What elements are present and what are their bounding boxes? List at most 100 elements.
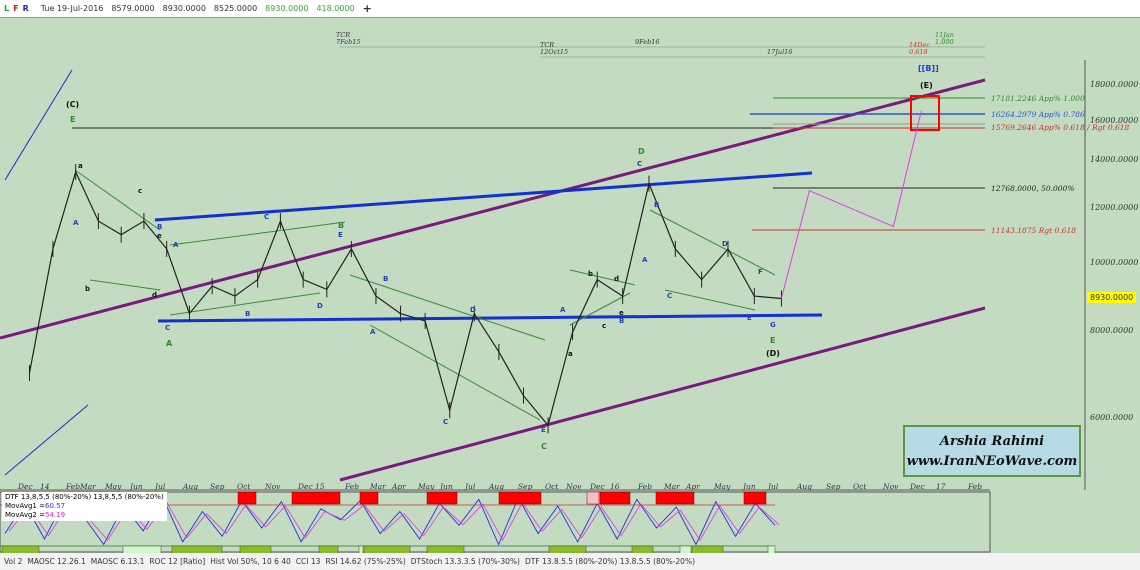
channel-upper-line[interactable] bbox=[0, 78, 986, 340]
time-tick: Mar bbox=[79, 482, 96, 491]
indicator-legend: DTF 13,8,5,5 (80%-20%) 13,8,5,5 (80%-20%… bbox=[2, 492, 167, 521]
wave-label: d bbox=[614, 275, 619, 283]
wave-label: c bbox=[602, 322, 606, 330]
quote-date: Tue 19-Jul-2016 bbox=[40, 4, 104, 13]
wave-channel-lines bbox=[74, 169, 776, 421]
oversold-zones-light bbox=[122, 545, 776, 553]
indicator-tab[interactable]: DTStoch 13.3.3.5 (70%-30%) bbox=[410, 557, 520, 566]
time-tick: Sep bbox=[518, 482, 533, 491]
add-button[interactable]: + bbox=[362, 2, 372, 15]
time-tick: Oct bbox=[853, 482, 867, 491]
wave-label: G bbox=[770, 321, 776, 329]
time-tick: Apr bbox=[391, 482, 406, 491]
time-tick: Dec bbox=[589, 482, 605, 491]
indicator-tab[interactable]: Hist Vol 50%, 10 6 40 bbox=[210, 557, 291, 566]
wave-label: e bbox=[157, 232, 162, 240]
time-tick: Sep bbox=[210, 482, 225, 491]
overbought-zones bbox=[69, 491, 767, 505]
time-marker-label: 17Jul16 bbox=[767, 48, 792, 56]
wave-label: B bbox=[338, 221, 344, 230]
wave-label: B bbox=[245, 310, 250, 318]
channel-lower-line[interactable] bbox=[339, 306, 986, 482]
wave-label: e bbox=[619, 309, 624, 317]
wave-label: D bbox=[722, 240, 728, 248]
ma1-label: MovAvg1 = bbox=[5, 502, 45, 510]
time-tick: Aug bbox=[488, 482, 504, 491]
wave-label: E bbox=[338, 231, 343, 239]
wave-label: D bbox=[470, 306, 476, 314]
blue-trendline-upper[interactable] bbox=[154, 171, 813, 222]
price-tick: 12000.0000 bbox=[1090, 203, 1138, 212]
wave-label: (E) bbox=[920, 81, 933, 90]
time-tick: Dec bbox=[909, 482, 925, 491]
indicator-tab[interactable]: Vol 2 bbox=[4, 557, 23, 566]
time-tick: Feb bbox=[344, 482, 359, 491]
watermark-name: Arshia Rahimi bbox=[939, 434, 1045, 449]
quote-low: 8525.0000 bbox=[213, 4, 258, 13]
fib-label: 17181.2246 App% 1.000 bbox=[991, 94, 1085, 103]
indicator-tab[interactable]: RSI 14.62 (75%-25%) bbox=[325, 557, 406, 566]
time-tick: 14 bbox=[40, 482, 50, 491]
time-tick: Nov bbox=[264, 482, 281, 491]
wave-label: (D) bbox=[766, 349, 780, 358]
blue-ray-1[interactable] bbox=[4, 69, 73, 181]
time-tick: Dec bbox=[17, 482, 33, 491]
wave-label: D bbox=[638, 147, 645, 156]
time-marker-label: 11Jan bbox=[935, 31, 954, 39]
time-tick: Feb bbox=[637, 482, 652, 491]
wave-label: C bbox=[264, 213, 269, 221]
time-marker-label: 9Feb16 bbox=[635, 38, 660, 46]
indicator-tab[interactable]: CCI 13 bbox=[295, 557, 321, 566]
blue-trendline-lower[interactable] bbox=[157, 313, 823, 323]
wave-label: A bbox=[166, 339, 173, 348]
projection-path[interactable] bbox=[780, 110, 922, 299]
wave-label: b bbox=[85, 285, 90, 293]
price-series bbox=[28, 164, 782, 434]
wave-label: c bbox=[138, 187, 142, 195]
price-tick: 16000.0000 bbox=[1090, 116, 1138, 125]
wave-label: (C) bbox=[66, 100, 79, 109]
watermark: Arshia Rahimi www.IranNEoWave.com bbox=[903, 425, 1081, 477]
indicator-tab[interactable]: MAOSC 12.26.1 bbox=[27, 557, 86, 566]
wave-label: B bbox=[157, 223, 162, 231]
price-tick: 10000.0000 bbox=[1090, 258, 1138, 267]
indicator-tab[interactable]: DTF 13.8.5.5 (80%-20%) 13.8.5.5 (80%-20%… bbox=[524, 557, 695, 566]
price-line bbox=[28, 170, 782, 427]
last-price-marker: 8930.0000 bbox=[1087, 292, 1137, 303]
wave-label: B bbox=[619, 317, 624, 325]
time-marker-label: TCR bbox=[336, 31, 350, 39]
time-marker-label: TCR bbox=[540, 41, 554, 49]
target-box[interactable] bbox=[910, 95, 940, 131]
time-marker-label: 14Dec bbox=[909, 41, 930, 49]
quote-open: 8579.0000 bbox=[111, 4, 155, 13]
wave-label: C bbox=[637, 160, 642, 168]
time-tick: Mar bbox=[369, 482, 386, 491]
price-tick: 18000.0000 bbox=[1090, 80, 1138, 89]
wave-label: E bbox=[747, 314, 752, 322]
price-tick: 6000.0000 bbox=[1090, 413, 1133, 422]
ma2-label: MovAvg2 = bbox=[5, 511, 45, 519]
time-tick: 15 bbox=[315, 482, 325, 491]
wave-label: F bbox=[758, 268, 763, 276]
wave-label: C bbox=[667, 292, 672, 300]
wave-label: E bbox=[541, 426, 546, 434]
wave-label: d bbox=[152, 291, 157, 299]
wave-label: C bbox=[541, 442, 547, 451]
indicator-tab[interactable]: ROC 12 [Ratio] bbox=[149, 557, 206, 566]
quote-high: 8930.0000 bbox=[162, 4, 206, 13]
fib-label: 11143.1875 Rgt 0.618 bbox=[991, 226, 1076, 235]
time-tick: May bbox=[104, 482, 122, 491]
time-tick: Jun bbox=[741, 482, 756, 491]
time-marker-label: 12Oct15 bbox=[540, 48, 568, 56]
wave-label: a bbox=[78, 162, 83, 170]
indicator-tab[interactable]: MAOSC 6.13.1 bbox=[90, 557, 145, 566]
indicator-pane[interactable] bbox=[0, 491, 991, 553]
ma2-value: 54.19 bbox=[44, 511, 66, 519]
projection-arrow[interactable] bbox=[780, 110, 922, 299]
price-chart[interactable]: 18000.0000 16000.0000 14000.0000 12000.0… bbox=[0, 0, 1140, 553]
fib-label: 12768.0000, 50.000% bbox=[991, 184, 1074, 193]
time-tick: Jun bbox=[438, 482, 453, 491]
wave-label: B bbox=[383, 275, 388, 283]
blue-ray-2[interactable] bbox=[4, 404, 89, 476]
